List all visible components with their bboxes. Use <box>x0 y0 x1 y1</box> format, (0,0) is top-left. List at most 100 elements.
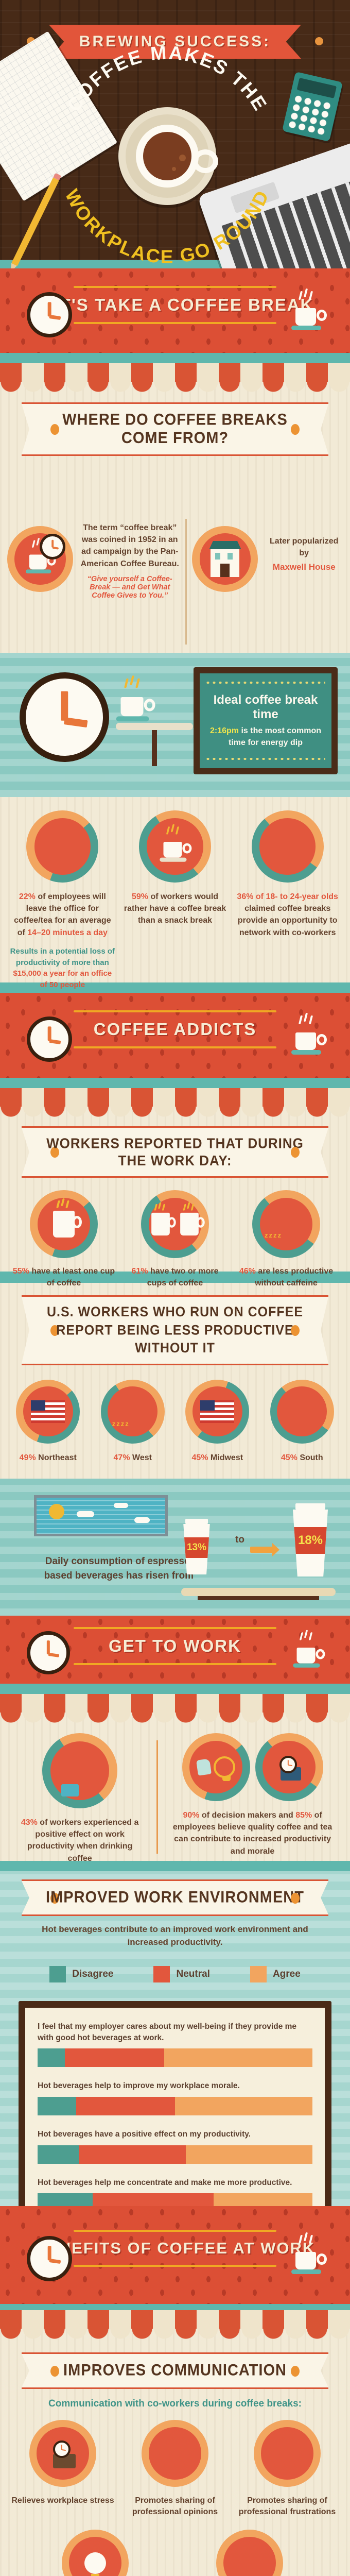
header-desk-scene: BREWING SUCCESS: COFFEE MAKES THE <box>0 0 350 328</box>
legend-label: Neutral <box>176 1969 210 1979</box>
section-productivity: 43% of workers experienced a positive ef… <box>0 1723 350 1863</box>
origin-title-banner: WHERE DO COFFEE BREAKS COME FROM? <box>22 404 328 454</box>
chart-category-label: I feel that my employer cares about my w… <box>38 2022 297 2042</box>
stat-pct: 55% <box>12 1267 29 1276</box>
workday-title-banner: WORKERS REPORTED THAT DURING THE WORK DA… <box>22 1128 328 1176</box>
region-pct: 45% <box>281 1453 297 1462</box>
cup-on-table <box>116 675 193 766</box>
region-label: South <box>300 1453 323 1462</box>
stat-text: are less productive without caffeine <box>255 1267 334 1288</box>
communication-item: Promotes sharing of professional frustra… <box>238 2496 336 2517</box>
stat-text: of decision makers and <box>199 1811 296 1820</box>
thumbs-up-bulb-badge <box>182 1733 250 1801</box>
mug-icon <box>53 1198 82 1238</box>
header-ribbon-label: BREWING SUCCESS: <box>79 33 271 50</box>
networking-badge <box>251 810 324 883</box>
svg-text:COFFEE MAKES THE: COFFEE MAKES THE <box>63 42 272 115</box>
origin-right-brand: Maxwell House <box>272 562 336 572</box>
coffee-break-badge <box>139 810 211 883</box>
stat-pct: 22% <box>19 892 36 901</box>
origin-title: WHERE DO COFFEE BREAKS COME FROM? <box>62 411 288 447</box>
stacked-bar <box>38 2048 312 2067</box>
northeast-badge <box>16 1379 80 1444</box>
awning-scallops <box>0 382 350 392</box>
chalkboard-rest: is the most common time for energy dip <box>228 726 322 748</box>
band-rule-top <box>73 286 277 288</box>
section-communication: IMPROVES COMMUNICATION Communication wit… <box>0 2339 350 2576</box>
section-break-stats: 22% of employees will leave the office f… <box>0 797 350 989</box>
zzzz-text: zzzz <box>112 1419 130 1428</box>
stat-pct: 43% <box>21 1818 38 1827</box>
stat-pct: 61% <box>131 1267 148 1276</box>
chalkboard-time: 2:16pm <box>209 726 239 735</box>
sleepy-worker-badge: zzzz <box>252 1190 320 1258</box>
cloud-icon <box>77 1511 94 1517</box>
teal-divider <box>0 1272 350 1283</box>
section-ideal-time: Ideal coffee break time 2:16pm is the mo… <box>0 653 350 797</box>
chalk-dots <box>206 682 325 684</box>
working-at-desk-badge <box>255 1733 323 1801</box>
clock-icon <box>27 2236 72 2281</box>
awning-stripes <box>0 2310 350 2329</box>
monitor-icon <box>61 1784 79 1797</box>
communication-title: IMPROVES COMMUNICATION <box>63 2361 287 2380</box>
us-flag-icon <box>200 1400 235 1423</box>
band-rule-bottom <box>73 1663 277 1665</box>
positive-worker-badge <box>42 1733 118 1808</box>
coffee-cup-icon <box>289 289 327 332</box>
section-environment: IMPROVED WORK ENVIRONMENT Hot beverages … <box>0 1871 350 1959</box>
stat-text: claimed coffee breaks provide an opportu… <box>237 904 338 937</box>
band-title: COFFEE ADDICTS <box>93 1020 257 1039</box>
lightbulb-icon <box>213 1756 235 1781</box>
opinions-badge <box>142 2420 208 2487</box>
midwest-badge <box>185 1379 250 1444</box>
band-rule-top <box>73 2230 277 2232</box>
legend-swatch-neutral <box>153 1966 170 1982</box>
region-label: West <box>132 1453 152 1462</box>
chart-category-label: Hot beverages help me concentrate and ma… <box>38 2178 292 2187</box>
band-rule-top <box>73 1627 277 1629</box>
west-badge: zzzz <box>100 1379 165 1444</box>
legend-label: Agree <box>272 1969 301 1979</box>
one-cup-badge <box>30 1190 98 1258</box>
arc-title-line1: COFFEE MAKES THE <box>63 42 270 115</box>
workday-title: WORKERS REPORTED THAT DURING THE WORK DA… <box>46 1134 304 1169</box>
stat-pct: 85% <box>295 1811 312 1820</box>
communication-item: Promotes sharing of professional opinion… <box>132 2496 218 2517</box>
cloud-icon <box>114 1503 128 1508</box>
band-title: LET'S TAKE A COFFEE BREAK <box>36 295 314 314</box>
section-regions: U.S. WORKERS WHO RUN ON COFFEE REPORT BE… <box>0 1283 350 1479</box>
legend-swatch-disagree <box>49 1966 66 1982</box>
region-label: Midwest <box>210 1453 243 1462</box>
mug-icon <box>180 1202 205 1236</box>
band-rule-bottom <box>73 322 277 324</box>
band-title: GET TO WORK <box>109 1636 241 1655</box>
shelf <box>181 1588 336 1596</box>
section-band-benefits: BENEFITS OF COFFEE AT WORK <box>0 2206 350 2304</box>
region-pct: 45% <box>191 1453 208 1462</box>
section-origin: WHERE DO COFFEE BREAKS COME FROM? <box>0 392 350 511</box>
espresso-cup-small: 13% <box>182 1519 211 1574</box>
stacked-bar <box>38 2097 312 2116</box>
stat-text: of workers experienced a positive effect… <box>27 1818 139 1863</box>
employees-walking-badge <box>26 810 99 883</box>
window <box>34 1495 168 1536</box>
teal-divider <box>0 1078 350 1088</box>
chalkboard-title: Ideal coffee break time <box>213 693 318 721</box>
region-pct: 49% <box>19 1453 36 1462</box>
two-cups-badge <box>141 1190 209 1258</box>
communication-subtitle: Communication with co-workers during cof… <box>48 2398 302 2409</box>
chart-frame: I feel that my employer cares about my w… <box>19 2001 331 2234</box>
banner-dot <box>50 424 59 435</box>
awning-stripes <box>0 1694 350 1713</box>
band-title: BENEFITS OF COFFEE AT WORK <box>34 2239 316 2257</box>
clock-icon <box>27 1016 72 1062</box>
us-flag-icon <box>31 1400 65 1423</box>
stat-note-accent: $15,000 a year for an office of 50 peopl… <box>13 969 112 989</box>
arrow-right-icon <box>250 1543 279 1556</box>
chart-row: Hot beverages help to improve my workpla… <box>38 2080 312 2116</box>
orange-dot-right <box>315 37 323 45</box>
section-origin-columns: The term “coffee break” was coined in 19… <box>0 511 350 653</box>
sun-icon <box>49 1504 64 1519</box>
